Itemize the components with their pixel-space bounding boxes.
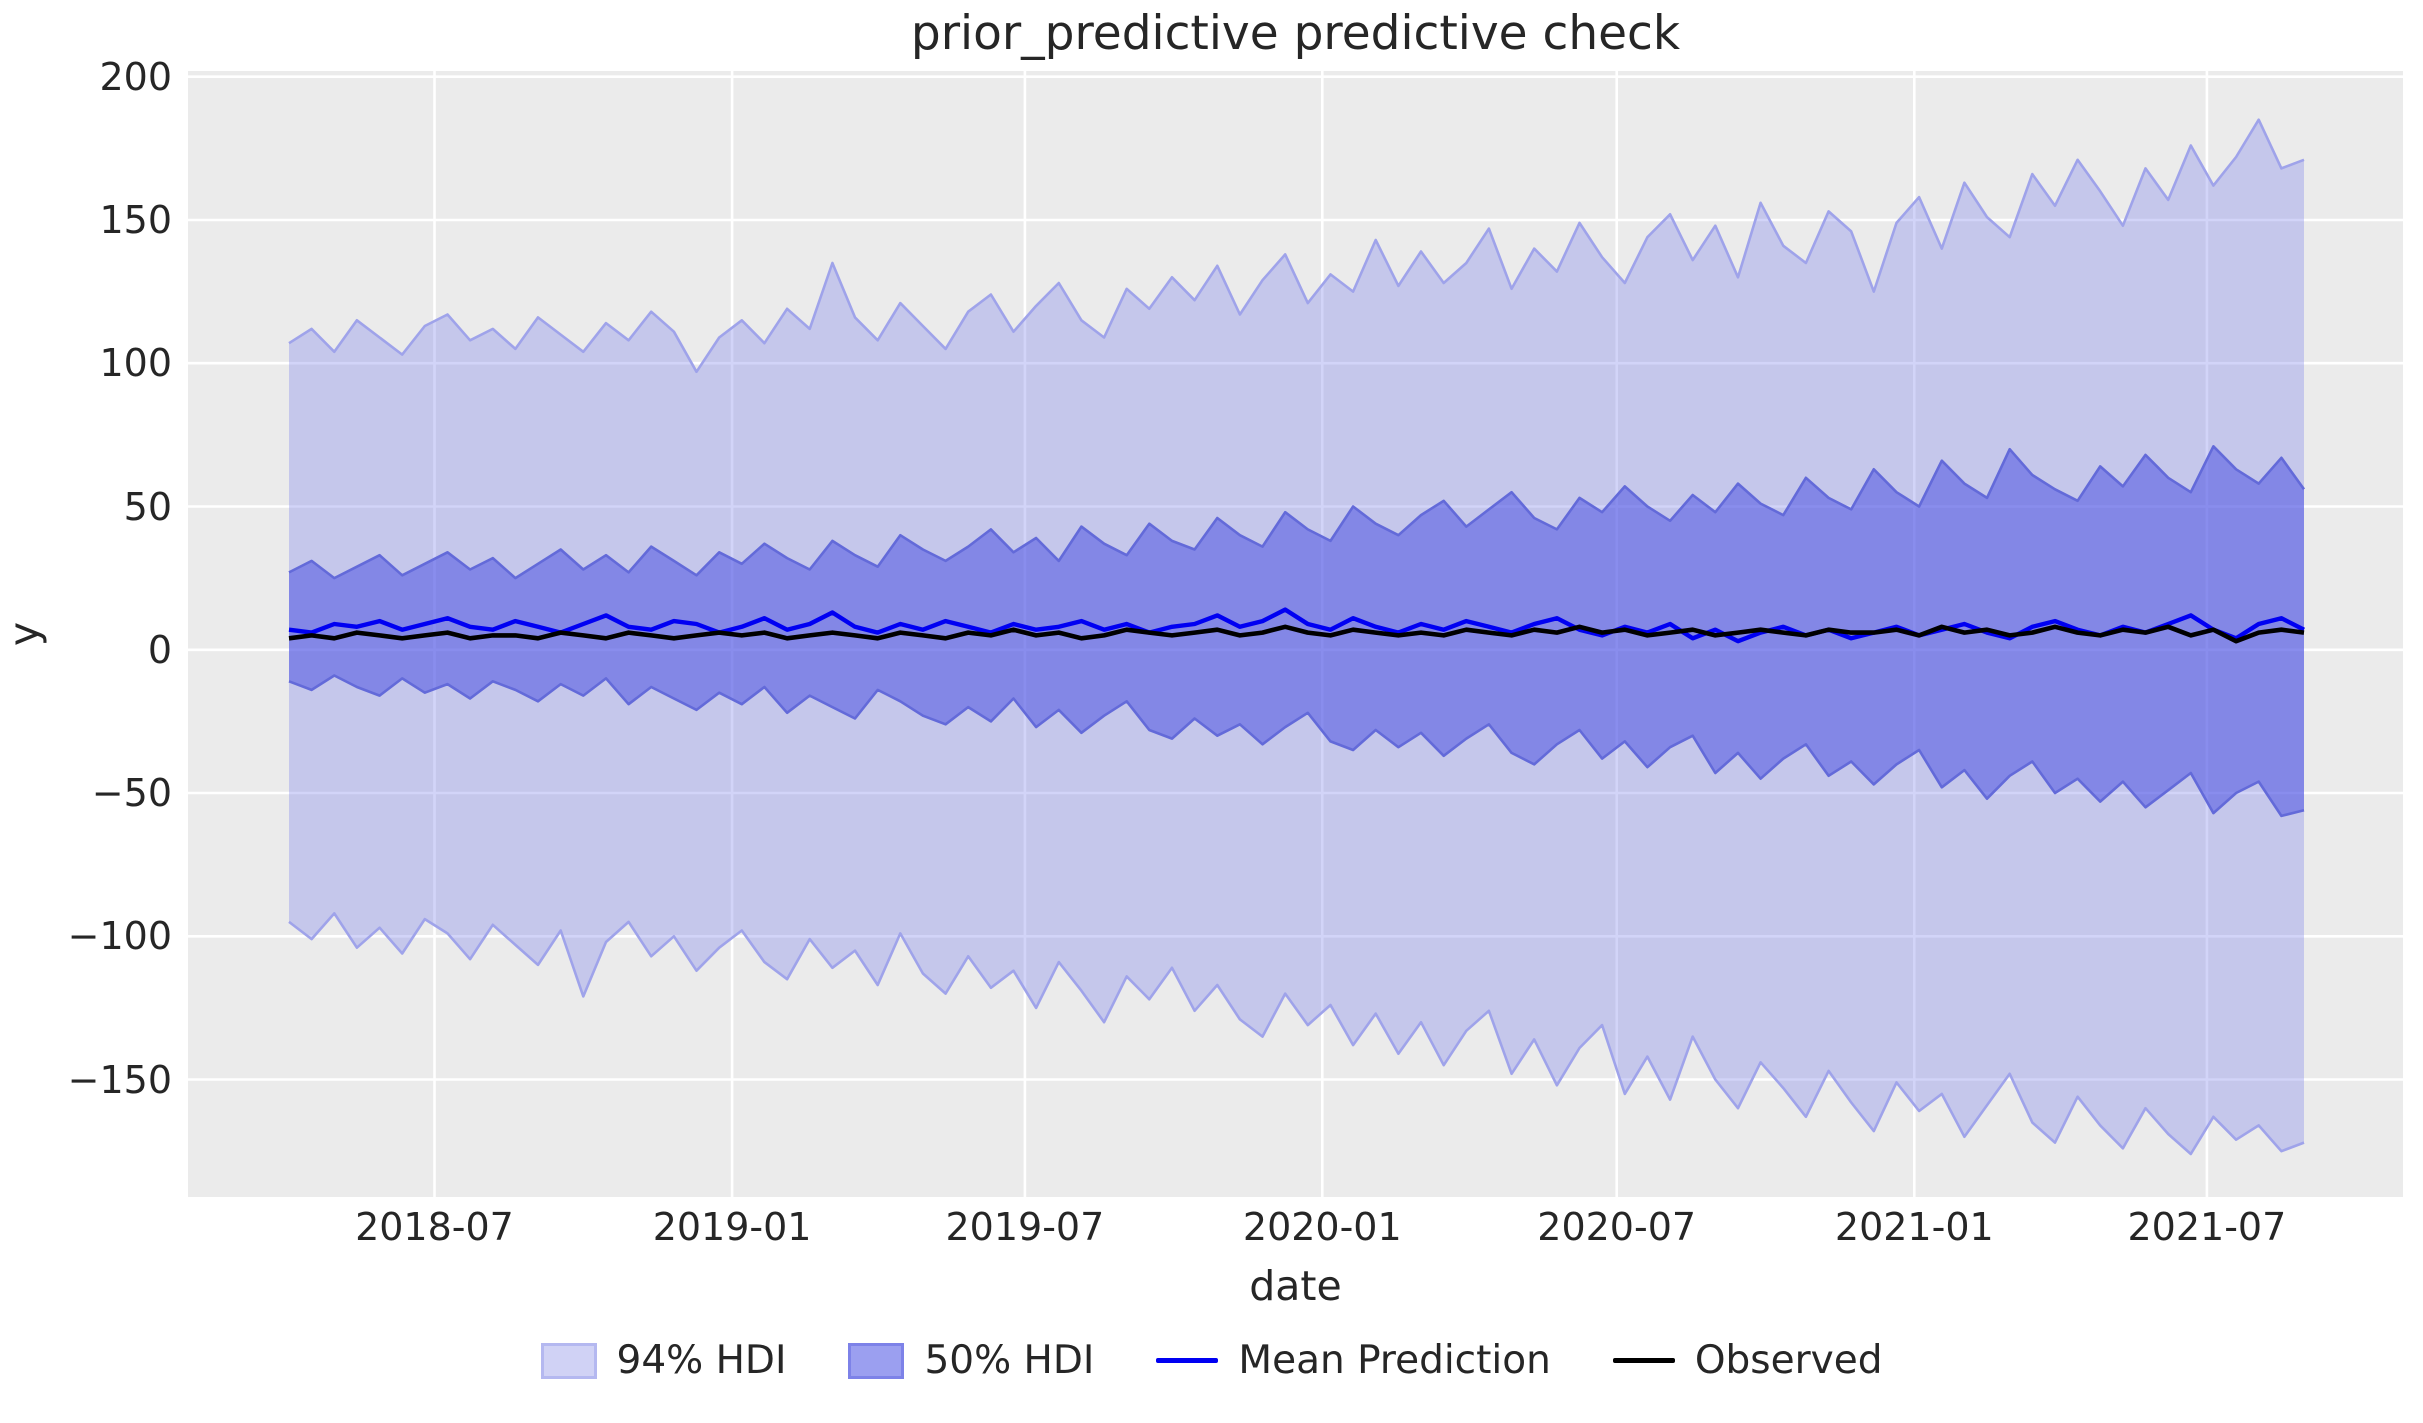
- legend-item-94-hdi: 94% HDI: [540, 1338, 787, 1383]
- band-lower-edge: [288, 912, 2305, 1156]
- y-tick-label: 200: [99, 54, 172, 99]
- x-tick-label: 2021-01: [1834, 1205, 1994, 1249]
- band-lower-edge: [288, 674, 2305, 818]
- legend-label: 50% HDI: [924, 1338, 1095, 1383]
- legend-item-observed: Observed: [1612, 1338, 1883, 1383]
- 50-hdi-swatch: [848, 1342, 905, 1379]
- x-tick-label: 2018-07: [355, 1205, 514, 1249]
- chart-title: prior_predictive predictive check: [910, 6, 1681, 61]
- legend-label: Observed: [1694, 1338, 1883, 1383]
- x-axis-label: date: [1249, 1262, 1342, 1310]
- y-tick-label: 0: [147, 627, 172, 672]
- y-tick-label: −150: [67, 1057, 172, 1102]
- y-tick-label: 150: [99, 197, 172, 242]
- y-tick-label: −100: [67, 914, 172, 959]
- legend-item-mean-prediction: Mean Prediction: [1156, 1338, 1551, 1383]
- x-tick-label: 2021-07: [2127, 1205, 2287, 1249]
- x-tick-label: 2019-01: [652, 1205, 812, 1249]
- x-tick-label: 2020-01: [1242, 1205, 1402, 1249]
- band-upper-edge: [288, 444, 2306, 580]
- legend-label: Mean Prediction: [1238, 1338, 1551, 1383]
- y-tick-label: 100: [99, 341, 172, 386]
- y-axis-label: y: [0, 621, 48, 647]
- legend: 94% HDI 50% HDI Mean Prediction Observed: [0, 1338, 2423, 1383]
- chart-plot-area: [188, 71, 2403, 1197]
- y-tick-label: −50: [91, 771, 172, 815]
- mean-prediction-line-swatch: [1156, 1358, 1219, 1363]
- band-upper-edge: [288, 118, 2305, 374]
- 94-hdi-swatch: [540, 1342, 597, 1379]
- observed-line: [288, 624, 2305, 644]
- legend-item-50-hdi: 50% HDI: [848, 1338, 1094, 1383]
- x-tick-label: 2020-07: [1537, 1205, 1697, 1249]
- observed-line-swatch: [1612, 1358, 1675, 1363]
- y-tick-label: 50: [123, 484, 172, 529]
- mean-prediction-line: [288, 607, 2305, 644]
- x-tick-label: 2019-07: [945, 1205, 1105, 1249]
- legend-label: 94% HDI: [616, 1338, 787, 1383]
